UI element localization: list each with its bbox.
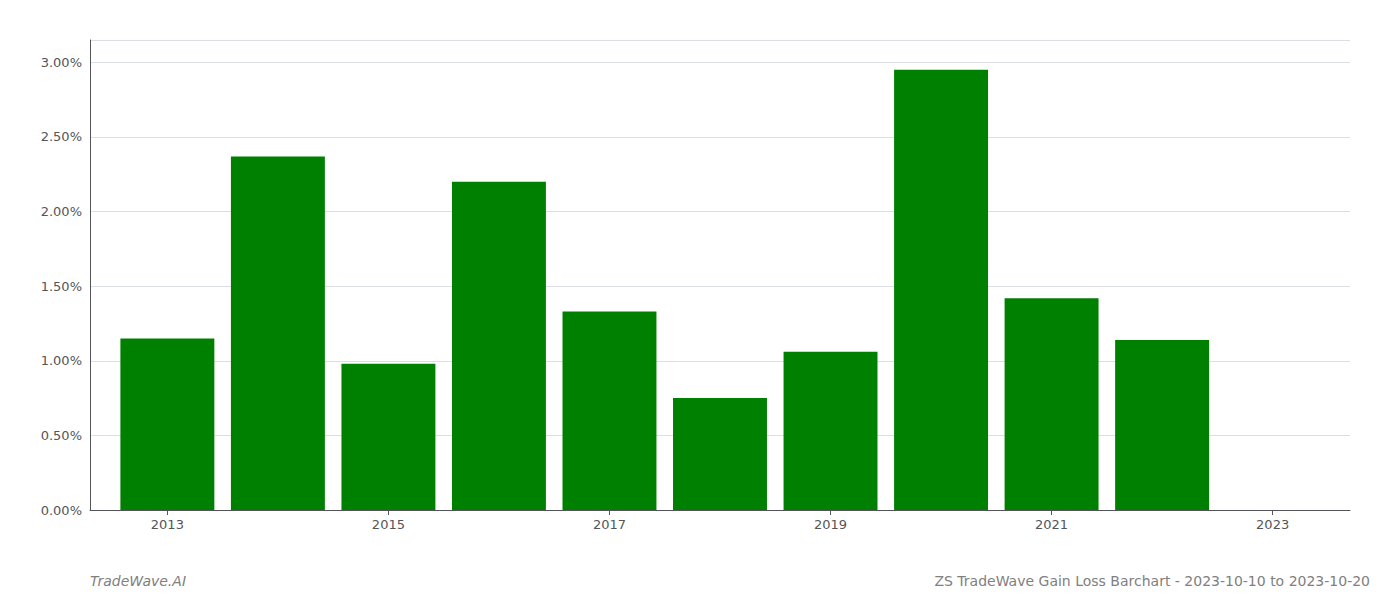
svg-text:2019: 2019 (814, 517, 847, 532)
svg-text:1.50%: 1.50% (41, 279, 82, 294)
svg-text:0.50%: 0.50% (41, 428, 82, 443)
svg-text:2015: 2015 (372, 517, 405, 532)
svg-text:2021: 2021 (1035, 517, 1068, 532)
svg-text:2017: 2017 (593, 517, 626, 532)
svg-text:2.00%: 2.00% (41, 204, 82, 219)
svg-text:2023: 2023 (1256, 517, 1289, 532)
svg-text:TradeWave.AI: TradeWave.AI (90, 573, 186, 589)
svg-text:1.00%: 1.00% (41, 353, 82, 368)
svg-text:2.50%: 2.50% (41, 129, 82, 144)
svg-text:ZS TradeWave Gain Loss Barchar: ZS TradeWave Gain Loss Barchart - 2023-1… (934, 573, 1370, 589)
svg-text:3.00%: 3.00% (41, 55, 82, 70)
svg-text:0.00%: 0.00% (41, 503, 82, 518)
svg-text:2013: 2013 (151, 517, 184, 532)
